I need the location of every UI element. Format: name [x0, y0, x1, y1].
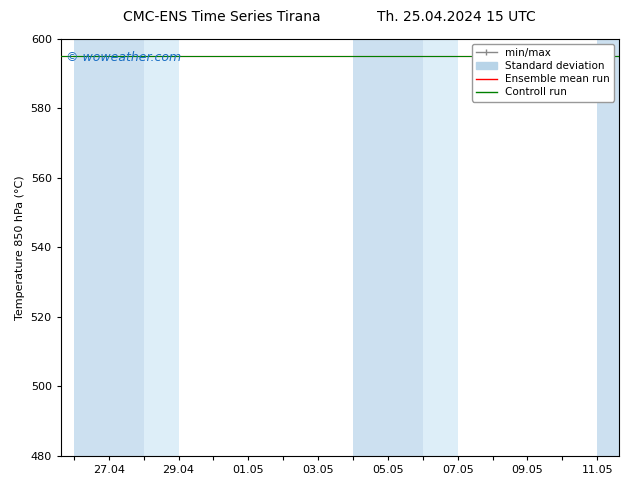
Bar [353, 39, 423, 456]
Text: CMC-ENS Time Series Tirana: CMC-ENS Time Series Tirana [123, 10, 321, 24]
Bar [144, 39, 179, 456]
Legend: min/max, Standard deviation, Ensemble mean run, Controll run: min/max, Standard deviation, Ensemble me… [472, 44, 614, 101]
Bar [597, 39, 619, 456]
Bar [74, 39, 144, 456]
Text: Th. 25.04.2024 15 UTC: Th. 25.04.2024 15 UTC [377, 10, 536, 24]
Text: © woweather.com: © woweather.com [67, 51, 181, 64]
Bar [423, 39, 458, 456]
Y-axis label: Temperature 850 hPa (°C): Temperature 850 hPa (°C) [15, 175, 25, 319]
